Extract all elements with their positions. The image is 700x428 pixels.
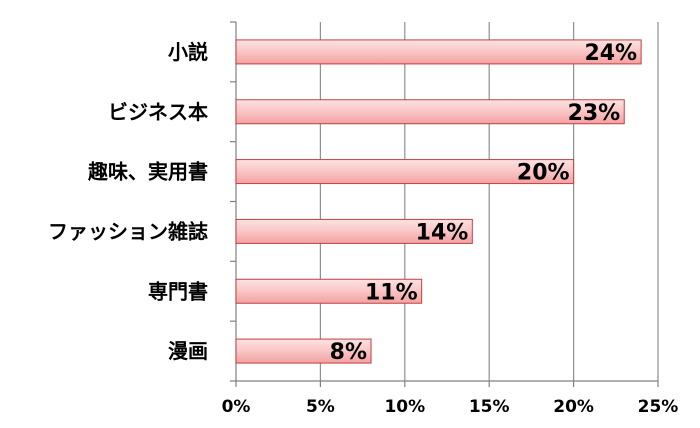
category-label: 趣味、実用書: [87, 160, 208, 184]
axes: [230, 21, 659, 387]
data-label: 11%: [365, 280, 418, 305]
category-label: ファッション雑誌: [48, 219, 208, 243]
bar: [235, 338, 372, 364]
bar: [235, 159, 575, 185]
data-label: 24%: [584, 41, 637, 66]
bar: [235, 39, 642, 65]
labels: 0% 5% 10% 15% 20% 25% 24% 小説 23% ビジネス本 20% 趣味、実用書 14…: [48, 40, 678, 417]
bar: [235, 218, 473, 244]
x-tick-label: 10%: [384, 397, 425, 417]
x-tick-label: 5%: [306, 397, 335, 417]
category-label: 小説: [168, 40, 208, 64]
bars: [235, 39, 642, 364]
x-tick-label: 20%: [553, 397, 594, 417]
x-tick-label: 25%: [638, 397, 679, 417]
bar: [235, 99, 625, 125]
bar: [235, 278, 423, 304]
data-label: 14%: [416, 220, 469, 245]
x-tick-label: 0%: [222, 397, 251, 417]
category-label: ビジネス本: [108, 100, 208, 124]
x-tick-label: 15%: [469, 397, 510, 417]
category-label: 漫画: [168, 339, 208, 363]
data-label: 20%: [517, 161, 570, 186]
category-label: 専門書: [148, 279, 208, 303]
data-label: 8%: [330, 340, 367, 365]
gridlines: [319, 22, 659, 381]
data-label: 23%: [568, 101, 621, 126]
